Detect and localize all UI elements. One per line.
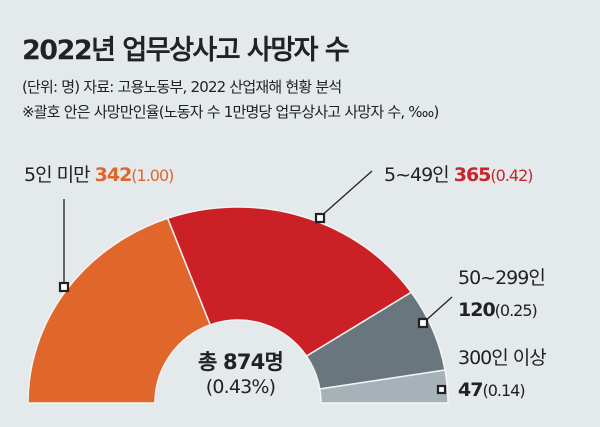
chart-note: ※괄호 안은 사망만인율(노동자 수 1만명당 업무상사고 사망자 수, ‱) [22, 103, 439, 121]
slice-1 [166, 206, 413, 358]
slice-rate: (0.14) [482, 381, 525, 400]
slice-name: 50~299인 [458, 267, 546, 289]
label-slice-1: 5~49인 365(0.42) [384, 160, 534, 187]
total-count: 총 874명 [198, 350, 284, 374]
chart-source: (단위: 명) 자료: 고용노동부, 2022 산업재해 현황 분석 [22, 78, 342, 96]
marker-0 [58, 281, 70, 293]
slice-3 [318, 369, 449, 404]
slice-0 [27, 217, 212, 404]
label-slice-2: 50~299인 120(0.25) [458, 262, 546, 327]
marker-2 [417, 317, 429, 329]
slice-rate: (1.00) [131, 166, 174, 185]
slice-rate: (0.25) [494, 301, 538, 320]
marker-3 [436, 384, 447, 395]
leader-line-1 [318, 170, 373, 219]
center-total: 총 874명 (0.43%) [168, 346, 313, 398]
slice-rate: (0.42) [490, 166, 533, 185]
label-slice-3: 300인 이상 47(0.14) [458, 342, 547, 407]
slice-value: 342 [94, 164, 133, 186]
label-slice-0: 5인 미만 342(1.00) [24, 160, 174, 187]
slice-name: 300인 이상 [458, 347, 547, 369]
marker-1 [314, 212, 326, 224]
slice-value: 365 [453, 164, 492, 186]
slice-value: 120 [458, 299, 496, 321]
slice-name: 5인 미만 [24, 164, 91, 186]
slice-name: 5~49인 [384, 164, 450, 186]
total-rate: (0.43%) [205, 376, 276, 398]
slice-value: 47 [458, 379, 483, 401]
chart-title: 2022년 업무상사고 사망자 수 [22, 35, 350, 66]
